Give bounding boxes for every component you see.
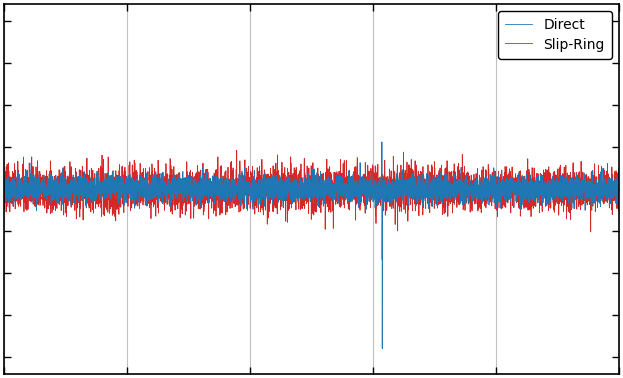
Slip-Ring [233, 148, 240, 153]
Slip-Ring [112, 169, 120, 173]
Direct [235, 175, 243, 180]
Slip-Ring [615, 180, 622, 184]
Line: Slip-Ring: Slip-Ring [4, 150, 619, 260]
Slip-Ring [459, 184, 467, 188]
Direct [506, 176, 513, 181]
Direct [459, 200, 467, 205]
Direct [378, 140, 386, 144]
Legend: Direct, Slip-Ring: Direct, Slip-Ring [498, 11, 612, 59]
Slip-Ring [401, 198, 408, 203]
Slip-Ring [369, 164, 377, 169]
Direct [615, 192, 622, 197]
Direct [401, 180, 408, 184]
Slip-Ring [1, 191, 8, 196]
Slip-Ring [506, 175, 513, 180]
Line: Direct: Direct [4, 142, 619, 349]
Slip-Ring [235, 172, 243, 177]
Slip-Ring [378, 257, 386, 262]
Direct [1, 183, 8, 188]
Direct [369, 184, 376, 189]
Direct [379, 346, 386, 351]
Direct [112, 183, 120, 187]
